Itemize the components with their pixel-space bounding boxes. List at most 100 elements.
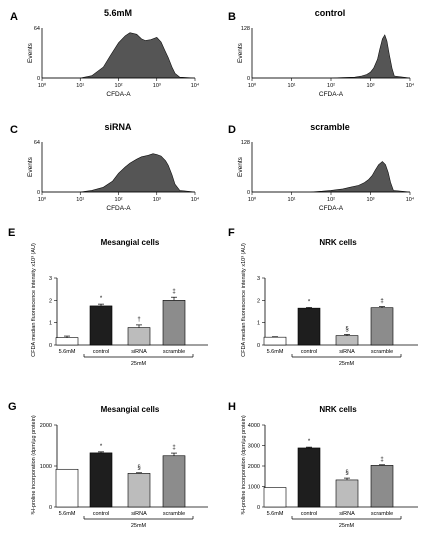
y-axis-label: CFDA median fluorescence intensity x10³ … (31, 243, 37, 357)
category-label: siRNA (131, 349, 147, 355)
bar-56mm (263, 487, 287, 508)
bar-control (89, 452, 113, 508)
x-axis-label: CFDA-A (106, 205, 131, 212)
x-tick-label: 10² (327, 197, 335, 203)
bar-56mm (55, 468, 79, 508)
y-tick-label: 1000 (40, 464, 52, 470)
chart-title: NRK cells (319, 405, 357, 414)
y-axis-label: Events (27, 42, 34, 63)
chart-title: siRNA (104, 122, 132, 132)
x-tick-label: 10⁴ (191, 196, 200, 203)
bar-control (297, 307, 321, 346)
histogram-area (252, 161, 411, 193)
x-tick-label: 10³ (367, 83, 375, 89)
bar-chart-g: Mesangial cells 0 1000 2000 5.6mM * control § si… (31, 405, 208, 529)
histogram-area (42, 32, 196, 79)
significance-marker: ‡ (380, 457, 383, 463)
y-tick-label: 64 (34, 140, 40, 146)
significance-marker: * (100, 444, 103, 450)
histogram-area (252, 34, 411, 79)
x-tick-label: 10² (115, 83, 123, 89)
significance-marker: § (345, 327, 348, 333)
panel-letter-a: A (10, 11, 18, 23)
y-tick-label: 0 (37, 190, 40, 196)
panel-letter-b: B (228, 11, 236, 23)
chart-title: scramble (310, 122, 350, 132)
significance-marker: ‡ (172, 445, 175, 451)
y-tick-label: 2000 (40, 423, 52, 429)
panel-letter-d: D (228, 124, 236, 136)
x-tick-label: 10¹ (76, 83, 84, 89)
x-tick-label: 10⁴ (191, 82, 200, 89)
panel-letter-c: C (10, 124, 18, 136)
y-tick-label: 3000 (248, 444, 260, 450)
group-label: 25mM (131, 523, 147, 529)
bar-chart-f: NRK cells 0 1 2 3 5.6mM * control § siRNA ‡ scrambl… (241, 238, 418, 367)
bar-sirna (335, 479, 359, 508)
bar-chart-e: Mesangial cells 0 1 2 3 5.6mM * control † siRNA ‡ s… (31, 238, 208, 367)
significance-marker: ‡ (172, 289, 175, 295)
significance-marker: * (100, 296, 103, 302)
y-axis-label: ³H-proline incorporation (dpm/µg protein… (31, 415, 37, 515)
significance-marker: * (308, 439, 311, 445)
category-label: scramble (163, 349, 185, 355)
bar-56mm (263, 336, 287, 346)
y-tick-label: 0 (49, 505, 52, 511)
y-tick-label: 2 (49, 298, 52, 304)
x-tick-label: 10¹ (288, 197, 296, 203)
bar-sirna (335, 335, 359, 346)
y-tick-label: 2000 (248, 464, 260, 470)
significance-marker: ‡ (380, 299, 383, 305)
x-tick-label: 10³ (367, 197, 375, 203)
y-tick-label: 0 (49, 343, 52, 349)
y-tick-label: 0 (247, 190, 250, 196)
y-tick-label: 1 (257, 321, 260, 327)
y-tick-label: 64 (34, 26, 40, 32)
bar-sirna (127, 473, 151, 508)
significance-marker: † (137, 317, 140, 323)
group-label: 25mM (339, 361, 355, 367)
y-axis-label: Events (237, 42, 244, 63)
category-label: control (93, 349, 110, 355)
chart-title: Mesangial cells (101, 405, 160, 414)
significance-marker: § (137, 465, 140, 471)
bar-scramble (162, 455, 186, 508)
y-tick-label: 0 (257, 343, 260, 349)
panel-letter-g: G (8, 401, 17, 413)
chart-title: Mesangial cells (101, 238, 160, 247)
y-tick-label: 128 (241, 26, 250, 32)
significance-marker: * (308, 299, 311, 305)
category-label: control (93, 511, 110, 517)
y-tick-label: 1 (49, 321, 52, 327)
histogram-c: siRNA 0 64 10⁰ 10¹ 10² 10³ 10⁴ CFDA-A Events (27, 122, 200, 212)
category-label: 5.6mM (59, 349, 76, 355)
panel-letter-e: E (8, 227, 15, 239)
x-tick-label: 10⁰ (38, 82, 47, 89)
bar-chart-h: NRK cells 0 1000 2000 3000 4000 5.6mM * control §… (241, 405, 418, 529)
y-tick-label: 4000 (248, 423, 260, 429)
x-tick-label: 10⁰ (38, 196, 47, 203)
y-tick-label: 2 (257, 298, 260, 304)
x-tick-label: 10⁰ (248, 82, 257, 89)
category-label: 5.6mM (267, 511, 284, 517)
significance-marker: § (345, 470, 348, 476)
panel-letter-f: F (228, 227, 235, 239)
histogram-d: scramble 0 128 10⁰ 10¹ 10² 10³ 10⁴ CFDA-A Events (237, 122, 415, 212)
category-label: siRNA (131, 511, 147, 517)
y-axis-label: CFDA median fluorescence intensity x10³ … (241, 243, 247, 357)
x-tick-label: 10⁴ (406, 196, 415, 203)
category-label: 5.6mM (267, 349, 284, 355)
y-axis-label: Events (237, 156, 244, 177)
x-axis-label: CFDA-A (319, 205, 344, 212)
histogram-area (42, 153, 196, 193)
y-axis-label: Events (27, 156, 34, 177)
bar-control (297, 447, 321, 508)
x-axis-label: CFDA-A (106, 91, 131, 98)
category-label: scramble (371, 511, 393, 517)
bar-scramble (370, 307, 394, 346)
x-tick-label: 10² (115, 197, 123, 203)
bar-sirna (127, 327, 151, 346)
category-label: scramble (163, 511, 185, 517)
x-tick-label: 10³ (153, 197, 161, 203)
